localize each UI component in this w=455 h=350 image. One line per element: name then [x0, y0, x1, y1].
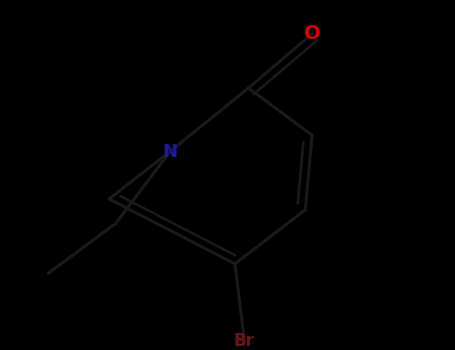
Text: Br: Br	[234, 332, 255, 350]
Text: O: O	[304, 25, 320, 43]
Text: N: N	[162, 142, 177, 161]
